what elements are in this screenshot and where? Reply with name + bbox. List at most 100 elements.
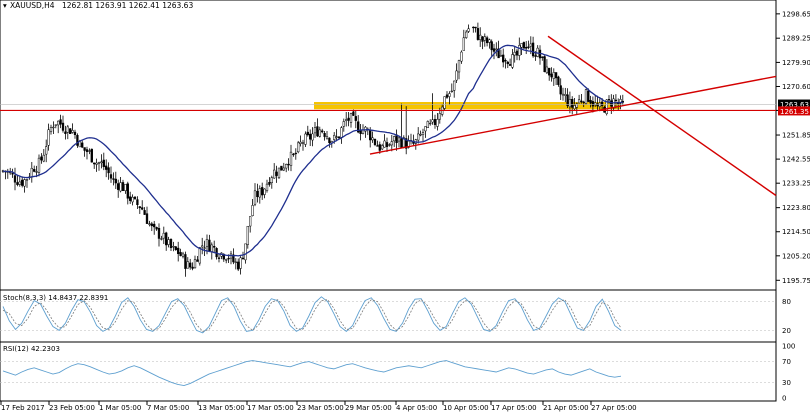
candle-body-bear (256, 191, 259, 198)
candle-body-bull (282, 167, 285, 171)
stoch-level-label: 20 (782, 327, 791, 335)
candle (596, 95, 599, 110)
candle-body-bear (294, 152, 297, 155)
candle (71, 123, 74, 134)
candle-body-bear (73, 131, 77, 135)
candle (412, 134, 415, 146)
candle (321, 128, 324, 134)
candle (179, 248, 182, 257)
candle (342, 118, 345, 132)
candle (280, 165, 283, 171)
candle (409, 133, 413, 145)
candle (285, 163, 288, 173)
candle-body-bear (83, 147, 86, 151)
candle (436, 112, 439, 131)
candle (33, 165, 36, 173)
candle (443, 96, 446, 111)
candle-body-bear (566, 94, 569, 106)
candle-body-bear (582, 101, 585, 104)
candle-body-bear (138, 206, 141, 209)
candle-body-bull (270, 177, 273, 184)
candle (162, 226, 165, 244)
candle (270, 175, 273, 189)
rsi-line (2, 360, 622, 386)
candle-body-bull (426, 121, 429, 129)
symbol-label: XAUUSD,H4 (10, 1, 55, 10)
candle-body-bull (273, 169, 276, 179)
candle-body-bull (381, 145, 384, 150)
candle (506, 60, 509, 69)
candle (253, 183, 257, 207)
candle-body-bear (59, 119, 62, 125)
candle-body-bear (64, 131, 67, 134)
candle-body-bear (580, 100, 583, 103)
candle-body-bull (313, 127, 317, 134)
candle (485, 35, 489, 47)
candle-body-bull (335, 136, 338, 138)
candle (289, 144, 293, 172)
candle (165, 231, 168, 251)
candle-body-bull (47, 129, 50, 146)
candle (124, 183, 127, 194)
candle-body-bull (443, 96, 446, 109)
stochastic-pane: 80 20 (0, 296, 791, 335)
candle (589, 95, 592, 108)
candle-body-bull (186, 261, 189, 269)
candle (129, 191, 132, 204)
candle-body-bull (124, 184, 127, 191)
dropdown-arrow-icon[interactable]: ▾ (3, 1, 7, 10)
candle (59, 114, 62, 129)
candle (552, 68, 555, 86)
stoch-label: Stoch(8,3,3) 14.8437 22.8391 (3, 294, 108, 302)
candle-body-bull (479, 34, 482, 40)
candle-body-bull (488, 39, 491, 43)
candle (419, 130, 422, 137)
candle-body-bull (333, 135, 336, 140)
candle-body-bull (277, 167, 281, 178)
candle (301, 139, 305, 151)
candle-body-bull (239, 257, 242, 269)
price-tick-label: 1233.25 (782, 180, 810, 188)
candle (371, 131, 374, 143)
candle (6, 168, 9, 179)
hline-price-tag-label: 1261.35 (780, 108, 809, 116)
candle (282, 162, 285, 172)
candle-body-bull (160, 238, 163, 240)
candle-body-bull (253, 190, 257, 205)
candle (292, 152, 295, 157)
candle (16, 174, 19, 187)
candle-body-bear (61, 122, 65, 131)
candle (275, 165, 278, 183)
candle-body-bear (227, 257, 230, 260)
candle-body-bear (541, 56, 544, 58)
candle (414, 138, 417, 150)
candle-body-bear (280, 165, 283, 171)
candle-body-bear (490, 41, 493, 51)
candle (448, 91, 451, 105)
candle (35, 165, 38, 178)
candle (511, 49, 514, 70)
candle (395, 129, 398, 151)
candle (95, 158, 98, 172)
candle (141, 200, 144, 211)
candle (217, 253, 221, 263)
candle (109, 166, 113, 183)
candle-body-bear (133, 196, 137, 199)
candle-body-bear (554, 72, 558, 79)
candle (502, 48, 505, 68)
candle-body-bear (376, 145, 379, 147)
candle-body-bull (450, 90, 453, 93)
candle-body-bull (119, 182, 122, 192)
candle (364, 126, 367, 138)
candle-body-bull (584, 89, 588, 104)
candle (23, 178, 26, 193)
candle-body-bear (136, 199, 139, 206)
descending-trendline (547, 35, 777, 197)
candle (306, 125, 309, 137)
candle-body-bull (349, 113, 353, 123)
candle (376, 140, 379, 147)
candle (543, 55, 546, 73)
candle-body-bear (316, 126, 319, 137)
candle (102, 152, 105, 171)
candle-body-bull (499, 54, 503, 57)
